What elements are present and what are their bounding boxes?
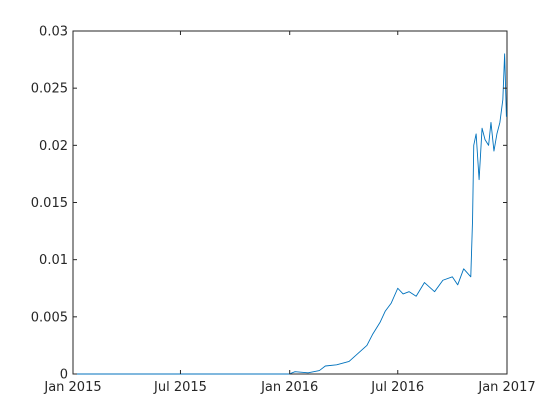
x-tick-label: Jan 2017 <box>477 380 535 395</box>
y-tick-label: 0.025 <box>31 82 68 97</box>
y-tick-label: 0.02 <box>39 139 68 154</box>
plot-frame <box>72 30 508 375</box>
x-tick-label: Jul 2015 <box>153 380 207 395</box>
x-axis: Jan 2015 Jul 2015 Jan 2016 Jul 2016 Jan 2017 <box>43 31 536 395</box>
x-tick-label: Jan 2015 <box>43 380 101 395</box>
y-axis: 0 0.005 0.01 0.015 0.02 0.025 0.03 <box>31 25 507 383</box>
y-tick-label: 0.03 <box>39 25 68 40</box>
y-tick-label: 0.01 <box>39 253 68 268</box>
y-tick-label: 0.015 <box>31 196 68 211</box>
y-tick-label: 0.005 <box>31 310 68 325</box>
x-tick-label: Jan 2016 <box>260 380 318 395</box>
x-tick-label: Jul 2016 <box>370 380 424 395</box>
plot-area <box>72 30 508 375</box>
series-line-0 <box>73 53 507 375</box>
y-tick-label: 0 <box>60 368 68 383</box>
